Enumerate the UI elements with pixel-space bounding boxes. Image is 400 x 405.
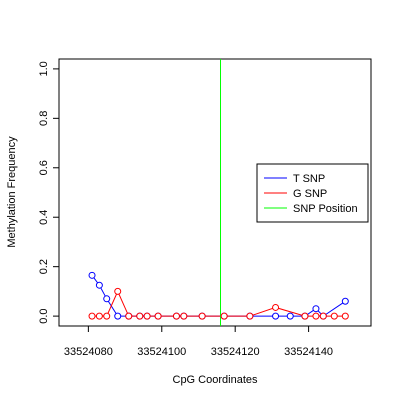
x-axis: 33524080 33524100 33524120 33524140	[64, 326, 333, 358]
point-g-snp	[198, 312, 206, 320]
point-g-snp	[125, 312, 133, 320]
point-t-snp	[103, 295, 111, 303]
point-t-snp	[114, 312, 122, 320]
y-tick-label: 0.8	[38, 111, 50, 126]
y-tick-label: 0.4	[38, 210, 50, 225]
point-t-snp	[95, 281, 103, 289]
x-axis-label: CpG Coordinates	[173, 374, 258, 386]
point-g-snp	[330, 312, 338, 320]
series-lines	[91, 275, 346, 317]
legend-label-g-snp: G SNP	[293, 188, 327, 200]
y-tick-label: 0.0	[38, 308, 50, 323]
point-t-snp	[341, 297, 349, 305]
point-g-snp	[114, 287, 122, 295]
point-g-snp	[172, 312, 180, 320]
y-axis-label: Methylation Frequency	[6, 136, 18, 248]
x-tick-label: 33524080	[64, 346, 113, 358]
point-t-snp	[88, 271, 96, 279]
point-t-snp	[312, 305, 320, 313]
x-tick-label: 33524120	[211, 346, 260, 358]
point-g-snp	[319, 312, 327, 320]
point-g-snp	[341, 312, 349, 320]
legend-label-t-snp: T SNP	[293, 173, 325, 185]
point-t-snp	[286, 312, 294, 320]
point-g-snp	[95, 312, 103, 320]
point-g-snp	[136, 312, 144, 320]
point-g-snp	[88, 312, 96, 320]
point-g-snp	[154, 312, 162, 320]
series-points	[88, 271, 349, 320]
point-g-snp	[272, 303, 280, 311]
point-g-snp	[143, 312, 151, 320]
point-g-snp	[312, 312, 320, 320]
x-tick-label: 33524140	[284, 346, 333, 358]
x-tick-label: 33524100	[137, 346, 186, 358]
point-g-snp	[301, 312, 309, 320]
y-axis: 0.0 0.2 0.4 0.6 0.8 1.0	[38, 61, 59, 324]
y-tick-label: 0.2	[38, 259, 50, 274]
y-tick-label: 0.6	[38, 160, 50, 175]
point-g-snp	[180, 312, 188, 320]
legend-label-snp-position: SNP Position	[293, 203, 358, 215]
series-line-t-snp	[91, 275, 346, 317]
point-t-snp	[272, 312, 280, 320]
legend: T SNP G SNP SNP Position	[256, 163, 369, 223]
point-g-snp	[103, 312, 111, 320]
point-g-snp	[246, 312, 254, 320]
plot-frame	[58, 58, 372, 327]
series-line-g-snp	[92, 290, 346, 317]
y-tick-label: 1.0	[38, 61, 50, 76]
point-g-snp	[220, 312, 228, 320]
